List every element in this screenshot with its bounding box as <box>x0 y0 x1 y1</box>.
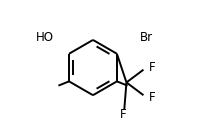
Text: F: F <box>149 91 155 104</box>
Text: Br: Br <box>140 31 153 44</box>
Text: F: F <box>120 108 127 121</box>
Text: F: F <box>149 61 155 74</box>
Text: HO: HO <box>36 31 54 44</box>
